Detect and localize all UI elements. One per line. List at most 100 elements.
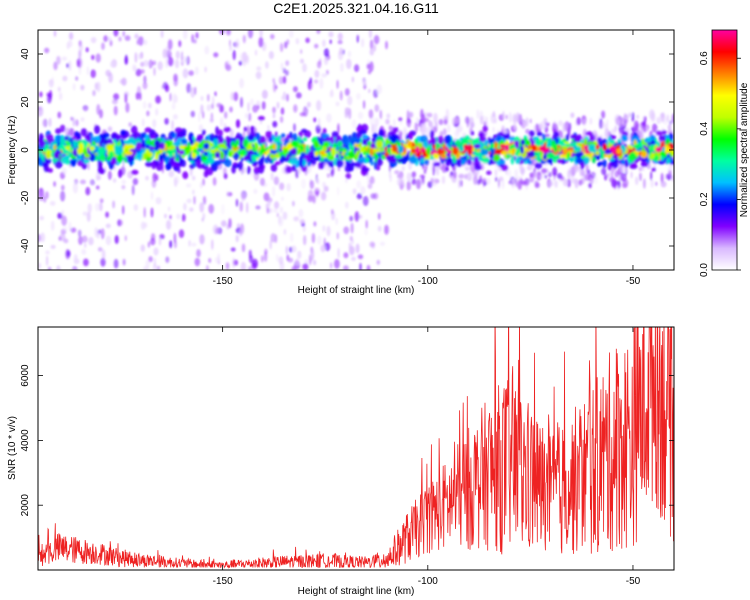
spectrogram-band-blob <box>526 139 531 146</box>
spectrogram-scatter-blob <box>339 90 343 101</box>
spectrogram-band-blob <box>72 139 78 149</box>
spectrogram-scatter-blob <box>365 219 368 229</box>
spectrogram-scatter-blob <box>157 61 163 71</box>
spectrogram-scatter-blob <box>578 179 583 186</box>
spectrogram-scatter-blob <box>373 44 377 52</box>
spectrogram-scatter-blob <box>218 30 225 35</box>
y-tick-label: -40 <box>20 238 31 253</box>
spectrogram-scatter-blob <box>229 44 233 52</box>
spectrogram-scatter-blob <box>335 217 338 225</box>
spectrogram-scatter-blob <box>268 200 272 206</box>
spectrogram-scatter-blob <box>306 101 311 108</box>
spectrogram-scatter-blob <box>667 124 672 131</box>
spectrogram-scatter-blob <box>286 183 291 192</box>
spectrogram-band-blob <box>445 166 449 172</box>
spectrogram-scatter-blob <box>336 79 339 89</box>
spectrogram-band-blob <box>243 138 249 148</box>
spectrogram-band-blob <box>440 153 447 159</box>
spectrogram-scatter-blob <box>479 115 484 125</box>
spectrogram-scatter-blob <box>53 181 56 187</box>
spectrogram-scatter-blob <box>579 169 585 177</box>
spectrogram-band-blob <box>289 157 298 165</box>
spectrogram-scatter-blob <box>650 171 653 181</box>
spectrogram-scatter-blob <box>249 98 254 106</box>
spectrogram-scatter-blob <box>312 194 316 204</box>
spectrogram-band-blob <box>424 159 429 166</box>
spectrogram-scatter-blob <box>369 176 375 185</box>
spectrogram-scatter-blob <box>407 119 411 124</box>
spectrogram-scatter-blob <box>513 121 517 131</box>
spectrogram-band-blob <box>499 139 505 145</box>
spectrogram-scatter-blob <box>40 232 45 243</box>
spectrogram-scatter-blob <box>61 56 68 61</box>
spectrogram-scatter-blob <box>80 117 85 122</box>
spectrogram-band-blob <box>100 138 109 145</box>
spectrogram-scatter-blob <box>239 228 243 237</box>
spectrogram-band-blob <box>609 145 616 152</box>
spectrogram-band-blob <box>338 147 345 152</box>
spectrogram-scatter-blob <box>650 179 654 188</box>
spectrogram-scatter-blob <box>282 211 288 220</box>
spectrogram-scatter-blob <box>436 168 439 176</box>
spectrogram-scatter-blob <box>95 185 100 190</box>
spectrogram-scatter-blob <box>310 248 315 260</box>
spectrogram-band-blob <box>345 173 352 179</box>
spectrogram-band-blob <box>378 129 383 137</box>
spectrogram-band-blob <box>361 167 370 172</box>
spectrogram-scatter-blob <box>85 187 91 196</box>
spectrogram-scatter-blob <box>152 60 157 66</box>
spectrogram-band-blob <box>369 142 376 149</box>
spectrogram-scatter-blob <box>180 51 184 62</box>
colorbar-tick-label: 0.6 <box>699 51 710 65</box>
spectrogram-band-blob <box>195 159 202 168</box>
spectrogram-scatter-blob <box>345 178 348 184</box>
spectrogram-scatter-blob <box>493 118 497 124</box>
spectrogram-scatter-blob <box>438 119 444 126</box>
spectrogram-band-blob <box>584 145 589 152</box>
spectrogram-scatter-blob <box>198 124 204 132</box>
spectrogram-band-blob <box>98 154 106 163</box>
spectrogram-scatter-blob <box>521 180 527 186</box>
spectrogram-scatter-blob <box>199 202 205 213</box>
snr-plot-area <box>38 327 674 570</box>
spectrogram-band-blob <box>327 155 335 161</box>
spectrogram-scatter-blob <box>75 76 79 81</box>
spectrogram-scatter-blob <box>242 34 246 44</box>
spectrogram-band-blob <box>250 125 255 132</box>
spectrogram-scatter-blob <box>72 117 76 127</box>
spectrogram-band-blob <box>280 155 286 162</box>
spectrogram-band-blob <box>574 151 583 159</box>
spectrogram-band-blob <box>337 140 343 148</box>
spectrogram-scatter-blob <box>660 181 667 188</box>
spectrogram-scatter-blob <box>261 89 268 99</box>
spectrogram-band-blob <box>286 153 290 161</box>
spectrogram-scatter-blob <box>286 39 290 45</box>
spectrogram-scatter-blob <box>276 101 280 109</box>
spectrogram-scatter-blob <box>492 126 495 133</box>
spectrogram-band-blob <box>322 133 327 140</box>
spectrogram-band-blob <box>185 149 192 155</box>
spectrogram-scatter-blob <box>268 51 274 60</box>
spectrogram-scatter-blob <box>112 200 115 209</box>
spectrogram-band-blob <box>655 130 664 136</box>
spectrogram-scatter-blob <box>611 167 615 173</box>
spectrogram-scatter-blob <box>158 237 162 246</box>
spectrogram-band-blob <box>515 157 521 164</box>
spectrogram-band-blob <box>473 156 479 164</box>
spectrogram-scatter-blob <box>248 255 254 264</box>
spectrogram-scatter-blob <box>284 41 288 49</box>
spectrogram-scatter-blob <box>80 179 86 185</box>
spectrogram-scatter-blob <box>113 258 119 269</box>
spectrogram-band-blob <box>200 155 208 161</box>
spectrogram-scatter-blob <box>314 69 320 78</box>
spectrogram-band-blob <box>649 134 656 141</box>
spectrogram-band-blob <box>135 141 143 151</box>
spectrogram-scatter-blob <box>605 119 609 125</box>
spectrogram-scatter-blob <box>48 117 52 127</box>
spectrogram-scatter-blob <box>152 119 157 128</box>
spectrogram-scatter-blob <box>474 170 478 182</box>
spectrogram-band-blob <box>573 146 582 152</box>
spectrogram-scatter-blob <box>57 111 62 119</box>
spectrogram-band-blob <box>238 136 245 142</box>
spectrogram-scatter-blob <box>81 248 87 255</box>
